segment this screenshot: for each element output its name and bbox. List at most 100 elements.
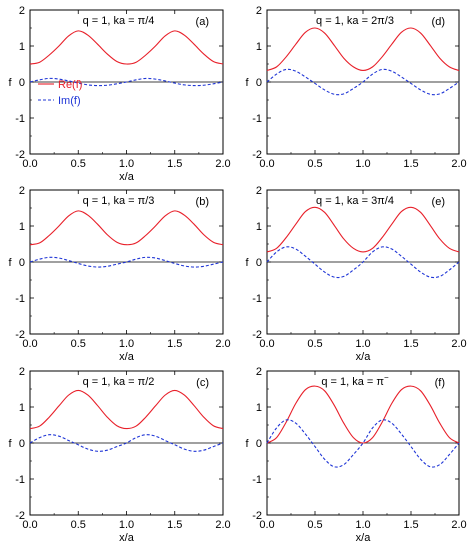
y-tick-label: 1 [256, 41, 262, 53]
series-re-line [29, 30, 224, 65]
x-tick-label: 0.5 [71, 158, 86, 170]
series-re-line [29, 389, 224, 430]
panel-title: q = 1, ka = π− [321, 373, 389, 388]
y-tick-label: 2 [19, 366, 25, 378]
panel-tag: (f) [435, 377, 445, 389]
x-axis-label: x/a [119, 171, 135, 183]
y-tick-label: 0 [256, 257, 262, 269]
y-tick-label: 0 [19, 257, 25, 269]
y-tick-label: 2 [256, 366, 262, 378]
x-tick-label: 2.0 [451, 158, 466, 170]
panel-b: 0.0 0.5 1.0 1.5 2.0 -2 -1 0 1 2 x/a f q = 1, ka = π/… [8, 185, 230, 363]
series-re-line [266, 385, 460, 444]
panel-c: 0.0 0.5 1.0 1.5 2.0 -2 -1 0 1 2 x/a f q = 1, ka = π/… [8, 366, 230, 544]
series-im-line [29, 77, 224, 87]
x-tick-label: 0.0 [259, 338, 274, 350]
y-tick-label: -2 [15, 149, 25, 161]
legend-label-re: Re(f) [58, 79, 82, 91]
y-tick-label: -2 [15, 510, 25, 522]
series-im-line [29, 434, 224, 452]
x-tick-label: 0.5 [71, 338, 86, 350]
x-tick-label: 0.0 [22, 158, 37, 170]
y-axis-label: f [245, 257, 249, 269]
panel-title: q = 1, ka = π/4 [83, 15, 155, 27]
y-tick-label: -2 [252, 149, 262, 161]
y-axis-label: f [245, 438, 249, 450]
series-re-line [266, 27, 460, 72]
panel-tag: (a) [196, 16, 209, 28]
y-tick-label: 2 [19, 5, 25, 17]
y-tick-label: 0 [19, 438, 25, 450]
x-axis-label: x/a [356, 351, 372, 363]
y-tick-label: 2 [19, 185, 25, 197]
panel-e: 0.0 0.5 1.0 1.5 2.0 -2 -1 0 1 2 x/a f q = 1, ka = 3π… [245, 185, 466, 363]
y-tick-label: -1 [15, 474, 25, 486]
x-tick-label: 1.0 [119, 158, 134, 170]
x-tick-label: 1.0 [355, 519, 370, 531]
x-tick-label: 1.5 [167, 338, 182, 350]
x-axis-label: x/a [119, 532, 135, 544]
panel-title: q = 1, ka = 2π/3 [316, 15, 394, 27]
x-tick-label: 2.0 [215, 338, 230, 350]
y-tick-label: -2 [252, 329, 262, 341]
x-tick-label: 1.0 [355, 158, 370, 170]
x-axis-label: x/a [356, 532, 372, 544]
x-tick-label: 1.0 [355, 338, 370, 350]
panel-title: q = 1, ka = π/2 [83, 376, 155, 388]
x-tick-label: 1.5 [167, 519, 182, 531]
y-tick-label: -1 [15, 293, 25, 305]
y-tick-label: 1 [256, 402, 262, 414]
panel-tag: (e) [432, 196, 445, 208]
panel-tag: (d) [432, 16, 445, 28]
panel-title-sup: − [384, 373, 389, 382]
y-axis-label: f [245, 77, 249, 89]
y-tick-label: 1 [19, 41, 25, 53]
y-axis-label: f [8, 438, 12, 450]
y-tick-label: -2 [252, 510, 262, 522]
x-axis-label: x/a [119, 351, 135, 363]
y-tick-label: -2 [15, 329, 25, 341]
x-tick-label: 0.5 [307, 158, 322, 170]
x-tick-label: 0.5 [307, 338, 322, 350]
panel-tag: (c) [196, 377, 209, 389]
panel-a: 0.0 0.5 1.0 1.5 2.0 -2 -1 0 1 2 x/a f q = 1, ka = π/… [8, 5, 230, 183]
x-tick-label: 1.5 [167, 158, 182, 170]
x-tick-label: 1.0 [119, 338, 134, 350]
y-axis-label: f [8, 257, 12, 269]
x-tick-label: 0.0 [259, 158, 274, 170]
panel-title: q = 1, ka = 3π/4 [316, 195, 394, 207]
y-tick-label: -1 [252, 113, 262, 125]
legend-label-im: Im(f) [58, 95, 81, 107]
y-tick-label: 2 [256, 5, 262, 17]
x-tick-label: 1.5 [403, 158, 418, 170]
series-im-line [29, 256, 224, 268]
x-tick-label: 2.0 [451, 338, 466, 350]
y-tick-label: 0 [256, 77, 262, 89]
panel-d: 0.0 0.5 1.0 1.5 2.0 -2 -1 0 1 2 f q = 1, ka = 2π/3 (… [245, 5, 466, 170]
series-re-line [266, 206, 460, 253]
panel-title: q = 1, ka = π/3 [83, 195, 155, 207]
x-tick-label: 2.0 [215, 519, 230, 531]
y-tick-label: 0 [256, 438, 262, 450]
x-tick-label: 1.5 [403, 338, 418, 350]
y-tick-label: 2 [256, 185, 262, 197]
y-tick-label: 1 [256, 221, 262, 233]
y-tick-label: -1 [15, 113, 25, 125]
x-tick-label: 0.0 [22, 338, 37, 350]
x-tick-label: 0.0 [22, 519, 37, 531]
x-tick-label: 0.5 [307, 519, 322, 531]
y-tick-label: -1 [252, 293, 262, 305]
series-im-line [266, 68, 460, 96]
x-tick-label: 0.5 [71, 519, 86, 531]
x-tick-label: 0.0 [259, 519, 274, 531]
panel-tag: (b) [196, 196, 209, 208]
x-tick-label: 2.0 [215, 158, 230, 170]
series-re-line [29, 210, 224, 246]
x-tick-label: 2.0 [451, 519, 466, 531]
panel-f: 0.0 0.5 1.0 1.5 2.0 -2 -1 0 1 2 x/a f q = 1, ka = π−… [245, 366, 466, 544]
y-tick-label: 1 [19, 221, 25, 233]
y-tick-label: 1 [19, 402, 25, 414]
series-im-line [266, 246, 460, 279]
x-tick-label: 1.0 [119, 519, 134, 531]
